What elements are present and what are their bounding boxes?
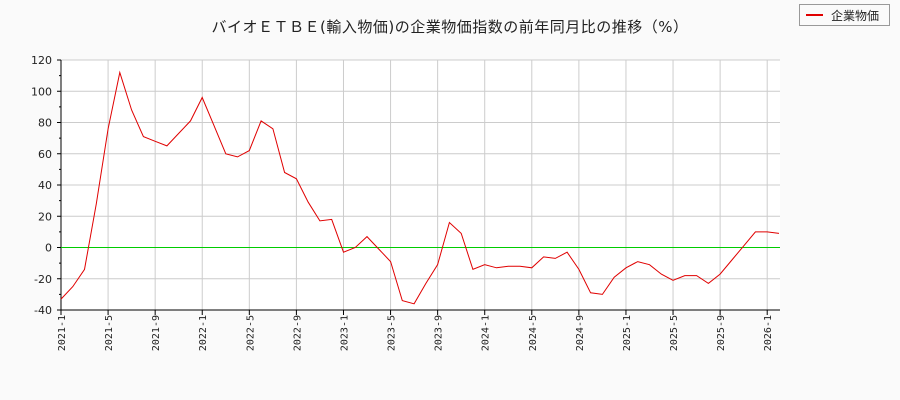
chart-title: バイオＥＴＢＥ(輸入物価)の企業物価指数の前年同月比の推移（%） bbox=[211, 18, 689, 36]
y-tick-label: 40 bbox=[38, 179, 52, 192]
x-tick-label: 2022-9 bbox=[292, 315, 303, 351]
y-tick-label: 80 bbox=[38, 117, 52, 130]
series-line-kigyo-bukka bbox=[60, 70, 780, 305]
x-tick-label: 2025-5 bbox=[669, 315, 680, 351]
x-tick-label: 2024-9 bbox=[575, 315, 586, 351]
y-tick-label: 100 bbox=[31, 85, 52, 98]
x-tick-label: 2026-1 bbox=[763, 315, 774, 351]
grid-lines bbox=[61, 59, 780, 310]
x-tick-label: 2021-5 bbox=[104, 315, 115, 351]
y-tick-label: 120 bbox=[31, 54, 52, 67]
x-tick-label: 2023-5 bbox=[387, 315, 398, 351]
y-tick-label: -40 bbox=[34, 304, 52, 317]
x-tick-label: 2023-9 bbox=[434, 315, 445, 351]
x-tick-label: 2025-1 bbox=[622, 315, 633, 351]
y-axis-ticks: 120 100 80 60 40 20 0 -20 -40 bbox=[31, 54, 61, 317]
y-tick-label: 60 bbox=[38, 148, 52, 161]
x-tick-label: 2022-1 bbox=[198, 315, 209, 351]
x-tick-label: 2024-5 bbox=[528, 315, 539, 351]
y-tick-label: -20 bbox=[34, 273, 52, 286]
y-tick-label: 20 bbox=[38, 210, 52, 223]
x-tick-label: 2022-5 bbox=[245, 315, 256, 351]
y-tick-label: 0 bbox=[45, 242, 52, 255]
x-tick-label: 2024-1 bbox=[481, 315, 492, 351]
x-tick-label: 2021-9 bbox=[151, 315, 162, 351]
legend: 企業物価 bbox=[799, 4, 890, 26]
x-tick-label: 2023-1 bbox=[339, 315, 350, 351]
x-tick-label: 2021-1 bbox=[57, 315, 68, 351]
legend-label: 企業物価 bbox=[831, 8, 880, 23]
x-axis-ticks: 2021-1 2021-5 2021-9 2022-1 2022-5 2022-9 2023… bbox=[57, 310, 774, 351]
legend-line-swatch bbox=[806, 14, 823, 16]
x-tick-label: 2025-9 bbox=[716, 315, 727, 351]
